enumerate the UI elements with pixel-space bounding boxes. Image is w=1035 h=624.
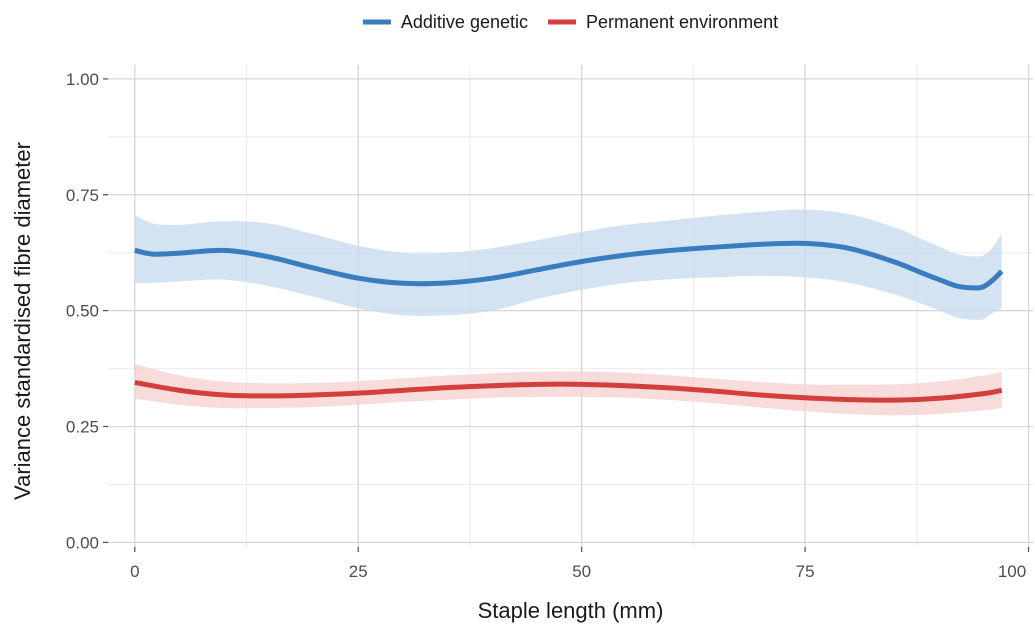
y-tick-label: 1.00 [66, 70, 99, 89]
legend-item-permanent-environment: Permanent environment [548, 12, 778, 32]
x-axis-title: Staple length (mm) [478, 598, 664, 623]
y-tick-label: 0.75 [66, 186, 99, 205]
permanent-environment-line [134, 380, 1003, 403]
y-tick-label: 0.50 [66, 302, 99, 321]
legend: Additive genetic Permanent environment [362, 12, 778, 32]
x-tick-label: 25 [349, 562, 368, 581]
x-axis: 0 25 50 75 100 [130, 547, 1030, 581]
grid-major [108, 65, 1033, 547]
x-tick-label: 0 [130, 562, 139, 581]
additive-genetic-line [134, 240, 1004, 291]
series-lines [134, 240, 1004, 403]
legend-label: Permanent environment [586, 12, 778, 32]
legend-label: Additive genetic [401, 12, 528, 32]
legend-item-additive-genetic: Additive genetic [362, 12, 528, 32]
y-tick-label: 0.25 [66, 418, 99, 437]
y-tick-label: 0.00 [66, 533, 99, 552]
x-tick-label: 50 [572, 562, 591, 581]
grid-minor [108, 65, 1033, 547]
x-tick-label: 100 [998, 562, 1026, 581]
x-tick-label: 75 [796, 562, 815, 581]
y-axis-title: Variance standardised fibre diameter [10, 142, 35, 500]
y-axis: 0.00 0.25 0.50 0.75 1.00 [66, 70, 108, 552]
permanent-environment-band [134, 363, 1002, 416]
